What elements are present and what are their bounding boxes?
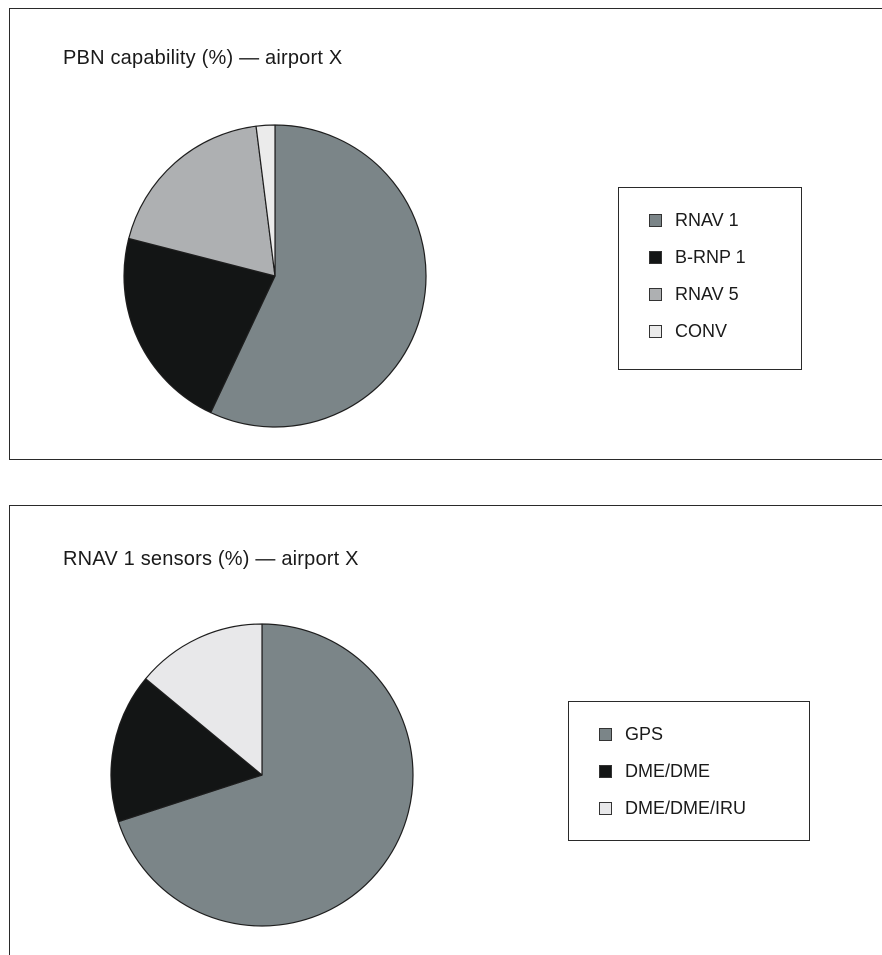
legend-item: DME/DME/IRU: [599, 790, 809, 827]
legend-item: B-RNP 1: [649, 239, 801, 276]
legend-swatch: [649, 288, 662, 301]
legend-item: DME/DME: [599, 753, 809, 790]
pie-slice-dme-dme-iru: [145, 623, 263, 776]
legend: GPS DME/DME DME/DME/IRU: [568, 701, 810, 841]
chart-title: PBN capability (%) — airport X: [63, 47, 343, 69]
pie-chart: [123, 124, 427, 428]
pie-slice-rnav-1: [210, 124, 427, 428]
pie-chart: [110, 623, 414, 927]
chart-panel-pbn-capability: PBN capability (%) — airport X RNAV 1 B-…: [9, 8, 882, 460]
legend-label: GPS: [625, 724, 664, 744]
chart-panel-rnav1-sensors: RNAV 1 sensors (%) — airport X GPS DME/D…: [9, 505, 882, 955]
legend-item: RNAV 5: [649, 276, 801, 313]
legend-item: GPS: [599, 716, 809, 753]
pie-slice-rnav-5: [128, 125, 276, 277]
legend-item: CONV: [649, 313, 801, 350]
legend-swatch: [649, 251, 662, 264]
legend-swatch: [599, 802, 612, 815]
legend-item: RNAV 1: [649, 202, 801, 239]
pie-slice-dme-dme: [110, 678, 263, 823]
pie-slice-b-rnp-1: [123, 237, 276, 414]
legend-label: B-RNP 1: [675, 247, 746, 267]
legend-label: CONV: [675, 321, 728, 341]
legend-swatch: [649, 214, 662, 227]
legend-label: RNAV 5: [675, 284, 739, 304]
pie-slice-gps: [117, 623, 414, 927]
legend-label: RNAV 1: [675, 210, 739, 230]
legend-label: DME/DME: [625, 761, 710, 781]
chart-title: RNAV 1 sensors (%) — airport X: [63, 548, 359, 570]
legend-swatch: [599, 765, 612, 778]
legend-swatch: [649, 325, 662, 338]
pie-slice-conv: [255, 124, 276, 277]
legend-swatch: [599, 728, 612, 741]
legend: RNAV 1 B-RNP 1 RNAV 5 CONV: [618, 187, 802, 370]
legend-label: DME/DME/IRU: [625, 798, 746, 818]
